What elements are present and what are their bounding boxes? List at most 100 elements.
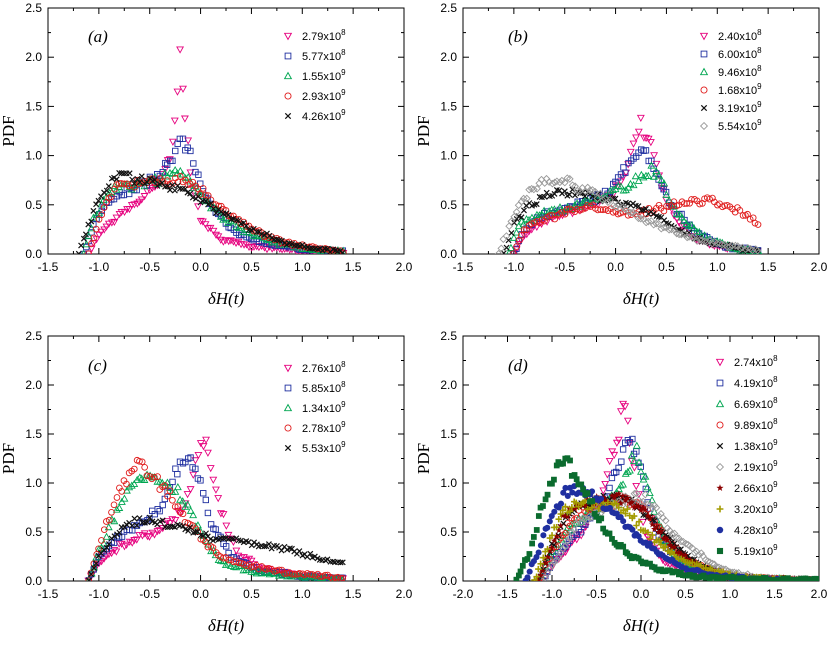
data-point — [110, 501, 118, 509]
data-point — [566, 508, 574, 515]
data-point — [598, 515, 605, 522]
data-point — [687, 221, 696, 229]
data-point — [632, 489, 641, 497]
data-point — [736, 207, 744, 214]
data-point — [93, 201, 100, 208]
data-point — [690, 548, 699, 557]
data-point — [713, 239, 721, 248]
data-point — [339, 249, 346, 254]
data-point — [88, 218, 95, 225]
data-point — [565, 175, 574, 183]
data-point — [204, 509, 212, 517]
data-point — [87, 224, 96, 232]
data-point — [296, 548, 303, 555]
data-point — [643, 500, 652, 509]
data-point — [174, 470, 181, 478]
data-point — [684, 555, 691, 562]
data-point — [606, 484, 613, 492]
data-point — [609, 185, 617, 194]
data-point — [645, 488, 654, 496]
y-axis-label: PDF — [414, 443, 433, 474]
data-point — [533, 573, 540, 580]
data-point — [642, 134, 651, 143]
data-point — [615, 490, 623, 497]
data-point — [529, 185, 538, 194]
data-point — [165, 483, 174, 491]
data-point — [653, 523, 661, 530]
data-point — [662, 190, 671, 198]
data-point — [337, 559, 344, 566]
data-point — [611, 203, 620, 211]
data-point — [646, 540, 653, 547]
panel-label: (d) — [508, 356, 528, 375]
data-point — [186, 486, 195, 494]
data-point — [650, 210, 657, 217]
data-point — [533, 527, 540, 533]
x-axis-label: δH(t) — [208, 289, 245, 308]
chart-panel-2: -1.5 -1.0 -0.5 0.0 0.5 1.0 1.5 2.0 0.0 0.5 1.0 1.5 2… — [414, 1, 828, 308]
data-point — [202, 536, 210, 545]
data-point — [642, 147, 650, 154]
legend-entry: 4.26x109 — [302, 108, 346, 123]
data-point — [138, 458, 146, 466]
x-tick-label: -2.0 — [453, 587, 474, 601]
data-point — [209, 227, 218, 235]
y-tick-label: 0.5 — [440, 198, 457, 212]
data-point — [666, 541, 674, 549]
data-point — [339, 575, 346, 581]
data-point — [588, 488, 596, 495]
data-point — [631, 172, 640, 180]
data-point — [550, 537, 558, 544]
data-point — [172, 465, 179, 472]
data-point — [542, 496, 549, 503]
data-point — [85, 577, 93, 581]
data-point — [619, 446, 627, 453]
data-point — [506, 243, 515, 251]
data-point — [252, 569, 261, 577]
data-point — [690, 224, 698, 232]
data-point — [616, 481, 625, 489]
data-point — [655, 528, 662, 536]
y-tick-label: 1.5 — [440, 427, 457, 441]
data-point — [555, 515, 562, 523]
plot-area — [513, 400, 819, 581]
data-point — [125, 205, 134, 214]
data-point — [100, 526, 108, 533]
legend-marker — [716, 547, 724, 555]
data-point — [118, 488, 126, 495]
data-point — [549, 480, 555, 487]
legend-entry: 5.53x109 — [302, 440, 346, 455]
data-point — [671, 543, 678, 550]
data-point — [618, 458, 625, 465]
data-point — [172, 147, 179, 155]
data-point — [580, 486, 586, 493]
data-point — [563, 174, 572, 183]
data-point — [540, 503, 546, 509]
legend-entry: 2.93x109 — [302, 88, 346, 103]
data-point — [115, 503, 124, 511]
data-point — [561, 188, 568, 195]
data-point — [137, 196, 146, 204]
data-point — [597, 495, 605, 502]
y-axis-label: PDF — [0, 115, 18, 146]
data-point — [577, 529, 585, 536]
data-point — [578, 205, 586, 213]
data-point — [171, 516, 180, 525]
data-point — [143, 472, 151, 480]
data-point — [100, 204, 108, 211]
data-point — [499, 235, 508, 244]
data-point — [627, 458, 636, 466]
data-point — [629, 526, 636, 533]
data-point — [558, 209, 566, 216]
data-point — [701, 555, 710, 564]
data-point — [171, 187, 178, 194]
data-point — [520, 226, 528, 234]
data-point — [571, 505, 578, 512]
data-point — [168, 169, 177, 177]
data-point — [131, 180, 138, 187]
data-point — [182, 185, 189, 192]
data-point — [510, 250, 517, 254]
data-point — [85, 576, 91, 581]
data-point — [189, 194, 196, 201]
data-point — [140, 475, 149, 483]
